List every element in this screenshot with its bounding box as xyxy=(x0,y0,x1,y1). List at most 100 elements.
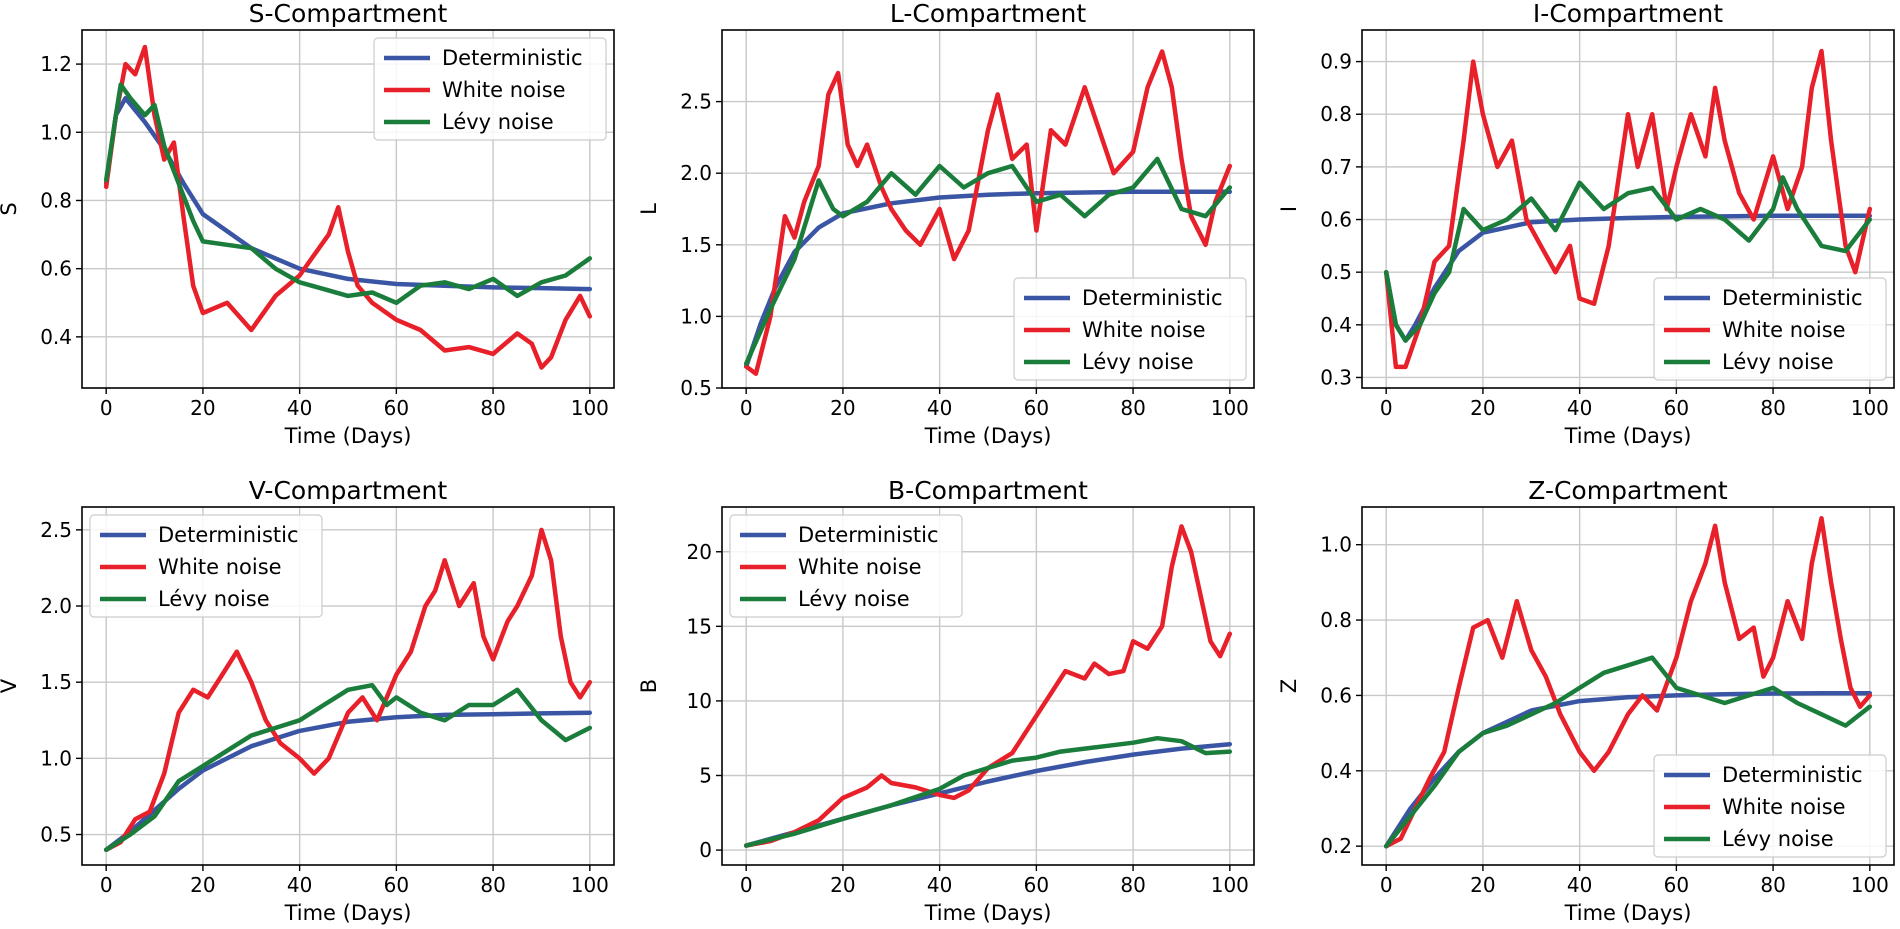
legend: Deterministic White noise Lévy noise xyxy=(729,514,963,618)
legend-label: Lévy noise xyxy=(1082,350,1194,374)
legend-box xyxy=(1013,277,1247,381)
legend-label: White noise xyxy=(158,555,282,579)
x-tick-label: 60 xyxy=(384,873,409,897)
x-tick-label: 100 xyxy=(1211,873,1249,897)
chart-title: V-Compartment xyxy=(249,476,448,505)
legend-label: Deterministic xyxy=(442,46,583,70)
y-axis-label: Z xyxy=(1277,679,1301,693)
x-tick-label: 20 xyxy=(190,396,215,420)
y-tick-label: 0.6 xyxy=(1320,208,1352,232)
x-tick-label: 40 xyxy=(1567,873,1592,897)
y-tick-label: 0.9 xyxy=(1320,50,1352,74)
x-tick-label: 80 xyxy=(1760,873,1785,897)
x-tick-label: 60 xyxy=(1664,396,1689,420)
y-tick-label: 1.5 xyxy=(680,233,712,257)
chart-panel-5: 0 20 40 60 80 100 0.2 0.4 0.6 0.8 1.0 Z-Compartment… xyxy=(1277,476,1895,925)
series-line-deterministic xyxy=(103,710,593,853)
x-axis-label: Time (Days) xyxy=(284,424,412,448)
legend-box xyxy=(729,514,963,618)
y-tick-label: 0.2 xyxy=(1320,834,1352,858)
chart-panel-2: 0 20 40 60 80 100 0.3 0.4 0.5 0.6 0.7 0.8 0.9 I-Compa… xyxy=(1277,0,1895,448)
x-tick-label: 20 xyxy=(830,396,855,420)
y-tick-label: 1.0 xyxy=(40,746,72,770)
x-tick-label: 100 xyxy=(1211,396,1249,420)
series-line-l-vy-noise xyxy=(103,682,593,853)
series-line-deterministic xyxy=(743,741,1233,848)
legend-box xyxy=(1653,277,1887,381)
legend-label: Lévy noise xyxy=(798,587,910,611)
chart-title: I-Compartment xyxy=(1533,0,1723,28)
x-tick-label: 80 xyxy=(480,396,505,420)
chart-panel-4: 0 20 40 60 80 100 0 5 10 15 20 B-Compartment Time (D… xyxy=(637,476,1255,925)
x-axis-label: Time (Days) xyxy=(1564,424,1692,448)
legend: Deterministic White noise Lévy noise xyxy=(1653,754,1887,858)
x-tick-label: 40 xyxy=(927,873,952,897)
x-tick-label: 80 xyxy=(1120,873,1145,897)
series-line-white-noise xyxy=(103,527,593,853)
y-tick-label: 1.2 xyxy=(40,52,72,76)
x-tick-label: 100 xyxy=(1851,396,1889,420)
legend-label: Deterministic xyxy=(158,523,299,547)
y-tick-label: 5 xyxy=(699,764,712,788)
y-tick-label: 0.8 xyxy=(1320,608,1352,632)
x-tick-label: 60 xyxy=(384,396,409,420)
series-line-white-noise xyxy=(1383,516,1873,849)
legend-label: Lévy noise xyxy=(1722,827,1834,851)
plot-frame xyxy=(81,506,615,866)
x-tick-label: 100 xyxy=(571,873,609,897)
legend-label: White noise xyxy=(1082,318,1206,342)
y-tick-label: 0.8 xyxy=(1320,102,1352,126)
x-tick-label: 80 xyxy=(480,873,505,897)
y-tick-label: 0 xyxy=(699,838,712,862)
chart-title: B-Compartment xyxy=(888,476,1088,505)
y-axis-label: S xyxy=(0,202,21,215)
chart-panel-0: 0 20 40 60 80 100 0.4 0.6 0.8 1.0 1.2 S-Compartment… xyxy=(0,0,615,448)
y-tick-label: 0.5 xyxy=(680,376,712,400)
legend-label: Lévy noise xyxy=(442,110,554,134)
x-tick-label: 20 xyxy=(830,873,855,897)
legend-label: Deterministic xyxy=(798,523,939,547)
y-tick-label: 10 xyxy=(687,689,712,713)
y-tick-label: 0.8 xyxy=(40,188,72,212)
series-line-l-vy-noise xyxy=(743,156,1233,366)
y-tick-label: 2.5 xyxy=(680,90,712,114)
x-tick-label: 0 xyxy=(100,873,113,897)
x-tick-label: 40 xyxy=(287,396,312,420)
x-tick-label: 0 xyxy=(1380,873,1393,897)
chart-title: Z-Compartment xyxy=(1528,476,1728,505)
x-tick-label: 100 xyxy=(571,396,609,420)
chart-panel-1: 0 20 40 60 80 100 0.5 1.0 1.5 2.0 2.5 L-Compartment… xyxy=(637,0,1255,448)
series-line-l-vy-noise xyxy=(103,82,593,306)
y-tick-label: 0.6 xyxy=(40,257,72,281)
y-tick-label: 0.4 xyxy=(1320,759,1352,783)
y-tick-label: 0.5 xyxy=(40,823,72,847)
y-tick-label: 1.5 xyxy=(40,670,72,694)
y-tick-label: 0.7 xyxy=(1320,155,1352,179)
chart-panel-3: 0 20 40 60 80 100 0.5 1.0 1.5 2.0 2.5 V-Compartment… xyxy=(0,476,615,925)
series-line-white-noise xyxy=(103,44,593,370)
series-line-white-noise xyxy=(743,49,1233,376)
series-line-l-vy-noise xyxy=(743,735,1233,848)
x-tick-label: 100 xyxy=(1851,873,1889,897)
legend-label: Deterministic xyxy=(1722,763,1863,787)
legend-box xyxy=(373,37,607,141)
x-tick-label: 0 xyxy=(100,396,113,420)
legend-label: White noise xyxy=(798,555,922,579)
plot-frame xyxy=(721,29,1255,389)
legend-label: Deterministic xyxy=(1722,286,1863,310)
y-tick-label: 1.0 xyxy=(680,304,712,328)
x-tick-label: 40 xyxy=(927,396,952,420)
y-tick-label: 0.6 xyxy=(1320,683,1352,707)
chart-title: S-Compartment xyxy=(249,0,448,28)
legend: Deterministic White noise Lévy noise xyxy=(373,37,607,141)
x-tick-label: 20 xyxy=(190,873,215,897)
legend: Deterministic White noise Lévy noise xyxy=(1013,277,1247,381)
x-tick-label: 60 xyxy=(1024,396,1049,420)
legend: Deterministic White noise Lévy noise xyxy=(89,514,323,618)
series-line-white-noise xyxy=(1383,48,1873,370)
series-line-l-vy-noise xyxy=(1383,175,1873,343)
y-tick-label: 0.5 xyxy=(1320,260,1352,284)
y-tick-label: 2.5 xyxy=(40,518,72,542)
legend-label: Lévy noise xyxy=(1722,350,1834,374)
